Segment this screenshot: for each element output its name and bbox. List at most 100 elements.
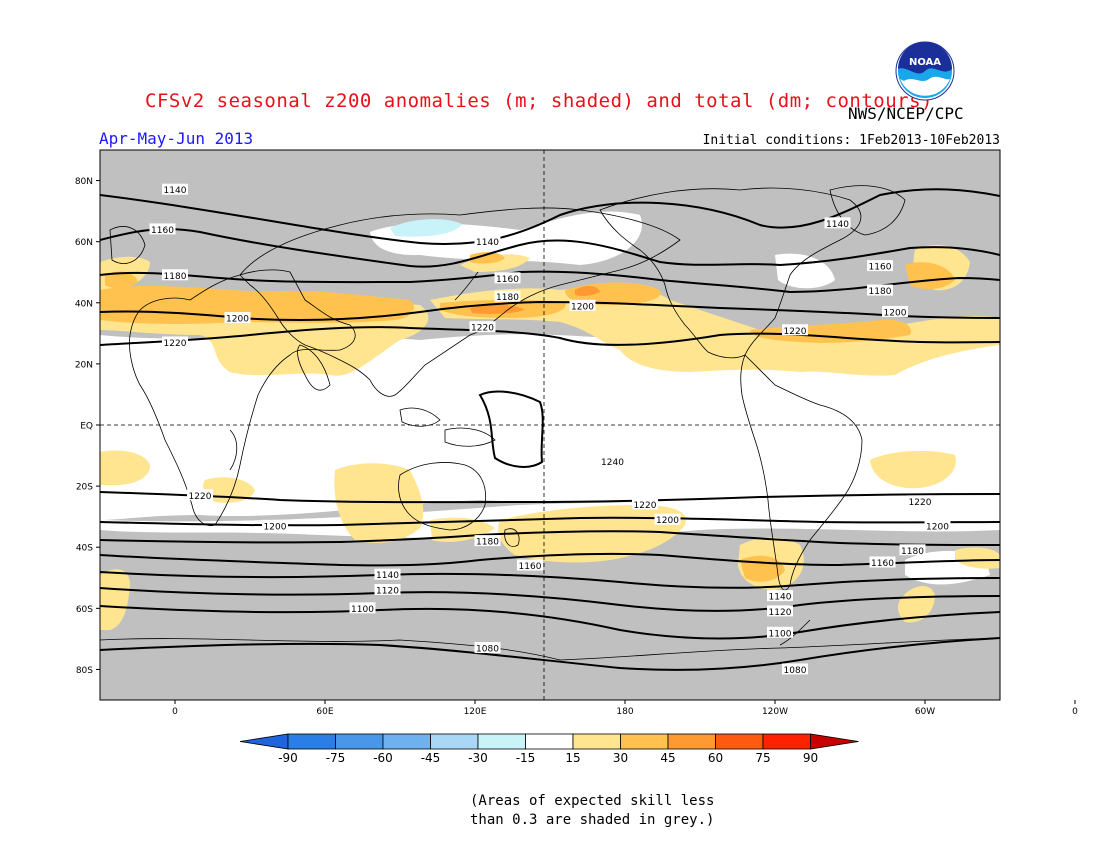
contour-label: 1200 xyxy=(224,312,251,325)
colorbar-segment xyxy=(715,733,764,750)
footnote: (Areas of expected skill less than 0.3 a… xyxy=(470,792,714,830)
noaa-logo: NOAA xyxy=(895,41,955,101)
colorbar-label: 90 xyxy=(803,751,818,765)
colorbar-label: 60 xyxy=(708,751,723,765)
footnote-line-1: (Areas of expected skill less xyxy=(470,793,715,809)
colorbar-segment xyxy=(525,733,574,750)
colorbar-segment xyxy=(382,733,431,750)
contour-1160-nh xyxy=(100,228,1000,268)
lat-tick-label: 80N xyxy=(75,177,93,187)
colorbar-label: 15 xyxy=(565,751,580,765)
svg-text:1200: 1200 xyxy=(264,522,287,532)
contour-label: 1200 xyxy=(882,305,908,318)
contour-label: 1100 xyxy=(767,626,793,639)
contour-1140-sh xyxy=(100,571,1000,589)
colorbar-segment xyxy=(287,733,336,750)
contour-label: 1160 xyxy=(494,272,521,285)
colorbar: -90 -75 -60 -45 -30 -15 15 30 45 60 75 90 xyxy=(239,733,859,765)
contour-label: 1140 xyxy=(824,217,851,230)
colorbar-label: -75 xyxy=(326,751,346,765)
contour-1120-sh xyxy=(100,587,1000,612)
contour-1240-pacific xyxy=(478,390,544,468)
contour-1080-sh xyxy=(100,637,1000,671)
contour-label: 1220 xyxy=(162,336,188,349)
lat-tick-label: 20S xyxy=(76,483,93,493)
anomaly-orange-30-45 xyxy=(100,252,955,582)
contour-label: 1200 xyxy=(569,299,596,312)
svg-text:1200: 1200 xyxy=(656,516,679,526)
contour-label: 1140 xyxy=(162,183,188,196)
svg-text:1180: 1180 xyxy=(901,547,924,557)
contour-label: 1080 xyxy=(782,663,808,676)
svg-text:1220: 1220 xyxy=(784,327,807,337)
contour-label: 1160 xyxy=(869,556,896,569)
contour-label: 1180 xyxy=(899,544,926,557)
svg-text:1140: 1140 xyxy=(164,186,187,196)
colorbar-segment xyxy=(667,733,716,750)
contour-label: 1180 xyxy=(494,290,521,303)
lat-tick-label: 60S xyxy=(76,605,93,615)
colorbar-label: 45 xyxy=(660,751,675,765)
lon-tick-label: 120E xyxy=(464,707,487,717)
contour-label: 1140 xyxy=(374,568,401,581)
season-label: Apr-May-Jun 2013 xyxy=(99,129,254,148)
contour-1180-nh xyxy=(100,270,1000,294)
svg-text:1180: 1180 xyxy=(476,538,499,548)
svg-text:1100: 1100 xyxy=(351,605,374,615)
contour-label: 1160 xyxy=(867,260,893,273)
longitude-axis: 0 60E 120E 180 120W 60W 0 xyxy=(172,700,1078,717)
svg-text:1160: 1160 xyxy=(869,263,892,273)
svg-text:1160: 1160 xyxy=(151,226,174,236)
svg-text:1140: 1140 xyxy=(476,238,499,248)
contour-label: 1200 xyxy=(924,519,951,532)
contour-label: 1160 xyxy=(149,223,176,236)
lon-tick-label: 180 xyxy=(616,707,633,717)
lat-tick-label: 60N xyxy=(75,238,93,248)
lon-tick-label: 0 xyxy=(172,707,178,717)
contour-label: 1100 xyxy=(349,602,376,615)
colorbar-label: 30 xyxy=(613,751,628,765)
colorbar-label: -45 xyxy=(421,751,441,765)
svg-text:1120: 1120 xyxy=(376,587,399,597)
latitude-axis: 80N 60N 40N 20N EQ 20S 40S 60S 80S xyxy=(75,177,100,676)
lon-tick-label: 60W xyxy=(915,707,935,717)
colorbar-label: -90 xyxy=(278,751,298,765)
contour-1200-sh xyxy=(100,516,1000,527)
svg-text:1120: 1120 xyxy=(769,608,792,618)
svg-text:1180: 1180 xyxy=(869,287,892,297)
contour-1220-nh xyxy=(100,326,1000,346)
svg-text:1180: 1180 xyxy=(164,272,187,282)
contour-1220-sh xyxy=(100,491,1000,504)
contour-label: 1180 xyxy=(162,269,188,282)
colorbar-max-arrow xyxy=(810,733,859,750)
contour-label: 1120 xyxy=(767,605,793,618)
colorbar-segment xyxy=(620,733,669,750)
svg-text:1200: 1200 xyxy=(571,302,594,312)
colorbar-label: 75 xyxy=(755,751,770,765)
colorbar-segment xyxy=(335,733,384,750)
colorbar-segment xyxy=(477,733,526,750)
agency-label: NWS/NCEP/CPC xyxy=(848,104,964,123)
svg-text:1220: 1220 xyxy=(634,501,657,511)
lat-tick-label: EQ xyxy=(80,422,93,432)
svg-text:1080: 1080 xyxy=(476,645,499,655)
contour-label: 1220 xyxy=(469,321,496,334)
svg-text:1220: 1220 xyxy=(471,324,494,334)
svg-text:1220: 1220 xyxy=(909,498,932,508)
contour-label: 1080 xyxy=(474,642,501,655)
contour-label: 1220 xyxy=(782,324,808,337)
contour-label: 1200 xyxy=(654,513,681,526)
contour-1160-sh xyxy=(100,552,1000,567)
lat-tick-label: 80S xyxy=(76,666,93,676)
contour-label: 1140 xyxy=(767,590,793,603)
lat-tick-label: 40S xyxy=(76,544,93,554)
contour-labels: 1140 1160 1180 1200 1220 1140 1160 1180 1200 1220… xyxy=(149,183,951,676)
contour-label: 1120 xyxy=(374,584,401,597)
svg-text:1180: 1180 xyxy=(496,293,519,303)
colorbar-segment xyxy=(430,733,479,750)
colorbar-min-arrow xyxy=(239,733,289,750)
contour-label: 1220 xyxy=(907,495,933,508)
contour-label: 1160 xyxy=(517,559,543,572)
svg-text:1200: 1200 xyxy=(226,315,249,325)
contour-1140-nh xyxy=(100,188,1000,246)
